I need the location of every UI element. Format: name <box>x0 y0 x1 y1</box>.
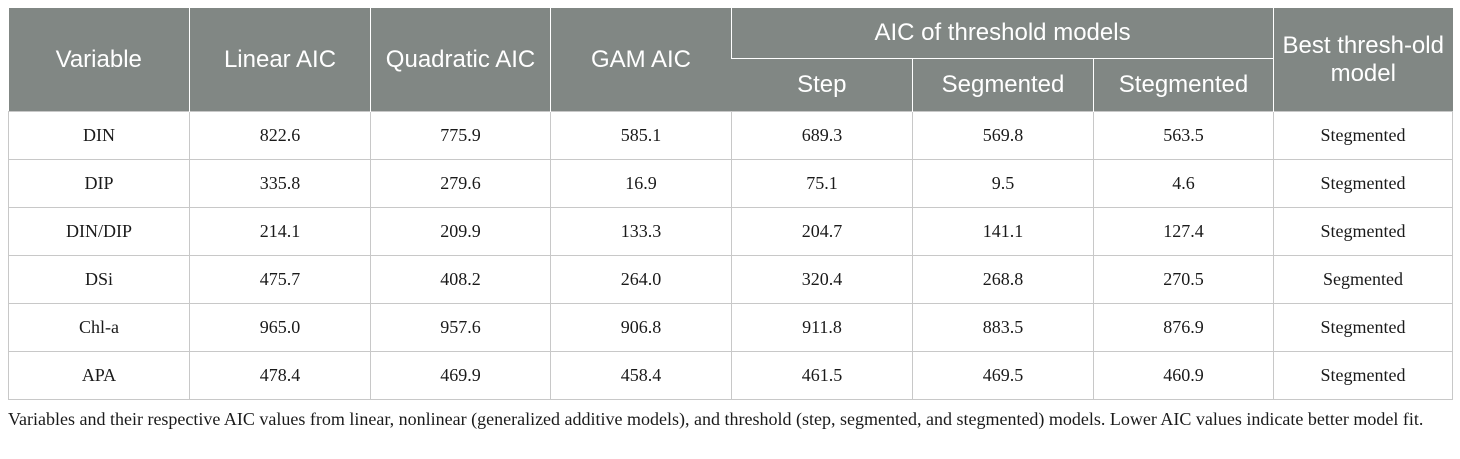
table-row: DIN 822.6 775.9 585.1 689.3 569.8 563.5 … <box>8 111 1454 160</box>
cell-gam: 585.1 <box>550 111 732 160</box>
cell-stegmented: 876.9 <box>1092 303 1274 352</box>
cell-step: 320.4 <box>731 255 913 304</box>
cell-segmented: 141.1 <box>912 207 1094 256</box>
header-best-model: Best thresh-old model <box>1273 8 1453 112</box>
aic-table: Variable Linear AIC Quadratic AIC GAM AI… <box>8 8 1454 400</box>
cell-stegmented: 4.6 <box>1092 159 1274 208</box>
cell-linear: 822.6 <box>189 111 371 160</box>
table-row: DSi 475.7 408.2 264.0 320.4 268.8 270.5 … <box>8 255 1454 304</box>
cell-segmented: 9.5 <box>912 159 1094 208</box>
cell-quadratic: 279.6 <box>370 159 551 208</box>
cell-best-model: Stegmented <box>1273 159 1454 208</box>
cell-variable: DIP <box>8 159 190 208</box>
cell-step: 204.7 <box>731 207 913 256</box>
cell-quadratic: 408.2 <box>370 255 551 304</box>
cell-step: 461.5 <box>731 351 913 400</box>
cell-gam: 458.4 <box>550 351 732 400</box>
cell-gam: 16.9 <box>550 159 732 208</box>
header-segmented: Segmented <box>912 58 1094 112</box>
cell-gam: 264.0 <box>550 255 732 304</box>
cell-variable: Chl-a <box>8 303 190 352</box>
header-step: Step <box>731 58 913 112</box>
cell-best-model: Stegmented <box>1273 351 1454 400</box>
header-linear-aic: Linear AIC <box>189 8 371 112</box>
cell-stegmented: 127.4 <box>1092 207 1274 256</box>
cell-best-model: Stegmented <box>1273 303 1454 352</box>
cell-segmented: 883.5 <box>912 303 1094 352</box>
table-row: Chl-a 965.0 957.6 906.8 911.8 883.5 876.… <box>8 303 1454 352</box>
header-threshold-group: AIC of threshold models <box>730 8 1274 59</box>
header-row-top: Variable Linear AIC Quadratic AIC GAM AI… <box>8 8 1453 112</box>
header-gam-aic: GAM AIC <box>550 8 732 112</box>
header-stegmented: Stegmented <box>1092 58 1274 112</box>
table-row: DIN/DIP 214.1 209.9 133.3 204.7 141.1 12… <box>8 207 1454 256</box>
cell-stegmented: 460.9 <box>1092 351 1274 400</box>
cell-linear: 214.1 <box>189 207 371 256</box>
cell-segmented: 569.8 <box>912 111 1094 160</box>
cell-step: 911.8 <box>731 303 913 352</box>
cell-quadratic: 209.9 <box>370 207 551 256</box>
aic-table-container: Variable Linear AIC Quadratic AIC GAM AI… <box>8 8 1454 400</box>
cell-segmented: 268.8 <box>912 255 1094 304</box>
table-body: DIN 822.6 775.9 585.1 689.3 569.8 563.5 … <box>8 111 1454 400</box>
cell-linear: 475.7 <box>189 255 371 304</box>
cell-linear: 965.0 <box>189 303 371 352</box>
cell-quadratic: 775.9 <box>370 111 551 160</box>
table-row: DIP 335.8 279.6 16.9 75.1 9.5 4.6 Stegme… <box>8 159 1454 208</box>
header-row-bottom: Step Segmented Stegmented <box>9 58 1453 112</box>
cell-stegmented: 270.5 <box>1092 255 1274 304</box>
cell-best-model: Stegmented <box>1273 111 1454 160</box>
cell-linear: 335.8 <box>189 159 371 208</box>
cell-stegmented: 563.5 <box>1092 111 1274 160</box>
cell-gam: 133.3 <box>550 207 732 256</box>
cell-best-model: Stegmented <box>1273 207 1454 256</box>
cell-linear: 478.4 <box>189 351 371 400</box>
header-variable: Variable <box>8 8 190 112</box>
cell-variable: DIN <box>8 111 190 160</box>
cell-gam: 906.8 <box>550 303 732 352</box>
table-header: Variable Linear AIC Quadratic AIC GAM AI… <box>8 8 1453 112</box>
table-caption: Variables and their respective AIC value… <box>8 409 1424 429</box>
cell-variable: APA <box>8 351 190 400</box>
cell-quadratic: 957.6 <box>370 303 551 352</box>
cell-variable: DSi <box>8 255 190 304</box>
cell-segmented: 469.5 <box>912 351 1094 400</box>
cell-variable: DIN/DIP <box>8 207 190 256</box>
cell-step: 75.1 <box>731 159 913 208</box>
header-quadratic-aic: Quadratic AIC <box>370 8 551 112</box>
cell-quadratic: 469.9 <box>370 351 551 400</box>
table-row: APA 478.4 469.9 458.4 461.5 469.5 460.9 … <box>8 351 1454 400</box>
cell-step: 689.3 <box>731 111 913 160</box>
cell-best-model: Segmented <box>1273 255 1454 304</box>
